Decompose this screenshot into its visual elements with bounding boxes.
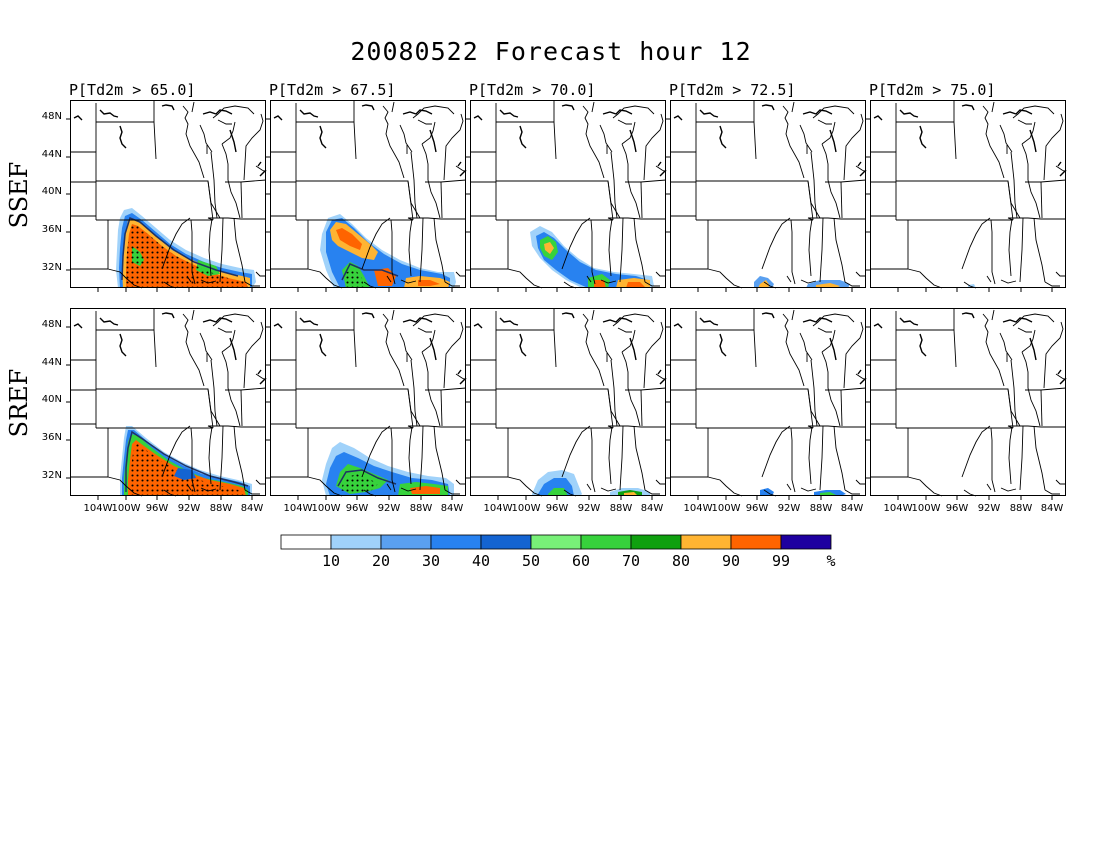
- lon-tick-label: 92W: [178, 503, 201, 514]
- colorbar-tick-label: 60: [572, 552, 590, 570]
- lon-tick-label: 92W: [378, 503, 401, 514]
- colorbar-swatch: [330, 534, 382, 550]
- lon-tick-label: 104W: [684, 503, 713, 514]
- lon-tick-label: 96W: [546, 503, 569, 514]
- lon-tick-label: 100W: [112, 503, 141, 514]
- lon-tick-label: 104W: [84, 503, 113, 514]
- lat-tick-label: 32N: [42, 470, 62, 481]
- lon-tick-label: 92W: [978, 503, 1001, 514]
- lon-tick-label: 100W: [312, 503, 341, 514]
- lon-tick-label: 100W: [912, 503, 941, 514]
- map-panel-sref-75: [866, 308, 1067, 500]
- lon-tick-label: 104W: [884, 503, 913, 514]
- lat-tick-label: 40N: [42, 394, 62, 405]
- figure-title: 20080522 Forecast hour 12: [350, 37, 751, 66]
- lon-tick-label: 84W: [241, 503, 264, 514]
- colorbar-tick-label: 50: [522, 552, 540, 570]
- lon-tick-label: 96W: [146, 503, 169, 514]
- panel-title-col-4: P[Td2m > 72.5]: [669, 81, 795, 99]
- colorbar-swatch: [680, 534, 732, 550]
- colorbar-swatch: [280, 534, 332, 550]
- lat-tick-label: 48N: [42, 319, 62, 330]
- colorbar-tick-label: 10: [322, 552, 340, 570]
- colorbar-swatch: [380, 534, 432, 550]
- lon-tick-label: 84W: [441, 503, 464, 514]
- colorbar-labels: 10 20 30 40 50 60 70 80 90 99 %: [322, 552, 836, 570]
- lon-tick-label: 92W: [578, 503, 601, 514]
- panel-title-col-2: P[Td2m > 67.5]: [269, 81, 395, 99]
- colorbar-tick-label: 80: [672, 552, 690, 570]
- lon-tick-label: 104W: [284, 503, 313, 514]
- colorbar-tick-label: 99: [772, 552, 790, 570]
- colorbar-tick-label: 40: [472, 552, 490, 570]
- row-label-sref: SREF: [5, 369, 33, 438]
- lat-tick-label: 36N: [42, 432, 62, 443]
- colorbar-swatch: [480, 534, 532, 550]
- lon-tick-label: 100W: [512, 503, 541, 514]
- lon-tick-label: 96W: [346, 503, 369, 514]
- lon-tick-label: 96W: [746, 503, 769, 514]
- lon-tick-label: 84W: [841, 503, 864, 514]
- colorbar-tick-label: 90: [722, 552, 740, 570]
- map-panel-sref-67-5: [266, 308, 467, 500]
- lon-tick-label: 88W: [810, 503, 833, 514]
- map-panel-ssef-75: [866, 100, 1067, 292]
- lat-tick-label: 36N: [42, 224, 62, 235]
- map-panel-sref-70: [466, 308, 667, 500]
- map-panel-ssef-72-5: [666, 100, 867, 292]
- map-panel-ssef-67-5: [266, 100, 467, 292]
- colorbar-swatch: [430, 534, 482, 550]
- lon-tick-label: 88W: [610, 503, 633, 514]
- map-panel-ssef-65: [66, 100, 267, 292]
- colorbar-swatch: [530, 534, 582, 550]
- colorbar: [280, 534, 832, 550]
- colorbar-swatch: [780, 534, 832, 550]
- colorbar-tick-label: 70: [622, 552, 640, 570]
- lon-tick-label: 104W: [484, 503, 513, 514]
- colorbar-tick-label: 30: [422, 552, 440, 570]
- colorbar-swatch: [580, 534, 632, 550]
- lat-tick-label: 44N: [42, 357, 62, 368]
- map-panel-sref-65: [66, 308, 267, 500]
- lon-tick-label: 88W: [1010, 503, 1033, 514]
- colorbar-tick-label: 20: [372, 552, 390, 570]
- lon-tick-label: 100W: [712, 503, 741, 514]
- lon-tick-label: 96W: [946, 503, 969, 514]
- row-label-ssef: SSEF: [5, 162, 33, 229]
- lat-tick-label: 48N: [42, 111, 62, 122]
- colorbar-swatch: [730, 534, 782, 550]
- panel-title-col-5: P[Td2m > 75.0]: [869, 81, 995, 99]
- map-panel-sref-72-5: [666, 308, 867, 500]
- lon-tick-label: 84W: [641, 503, 664, 514]
- map-panel-ssef-70: [466, 100, 667, 292]
- lon-tick-label: 88W: [410, 503, 433, 514]
- lon-tick-label: 92W: [778, 503, 801, 514]
- panel-title-col-1: P[Td2m > 65.0]: [69, 81, 195, 99]
- panel-title-col-3: P[Td2m > 70.0]: [469, 81, 595, 99]
- colorbar-unit: %: [826, 552, 835, 570]
- lon-tick-label: 84W: [1041, 503, 1064, 514]
- colorbar-swatch: [630, 534, 682, 550]
- lat-tick-label: 40N: [42, 186, 62, 197]
- lat-tick-label: 32N: [42, 262, 62, 273]
- lon-tick-label: 88W: [210, 503, 233, 514]
- lat-tick-label: 44N: [42, 149, 62, 160]
